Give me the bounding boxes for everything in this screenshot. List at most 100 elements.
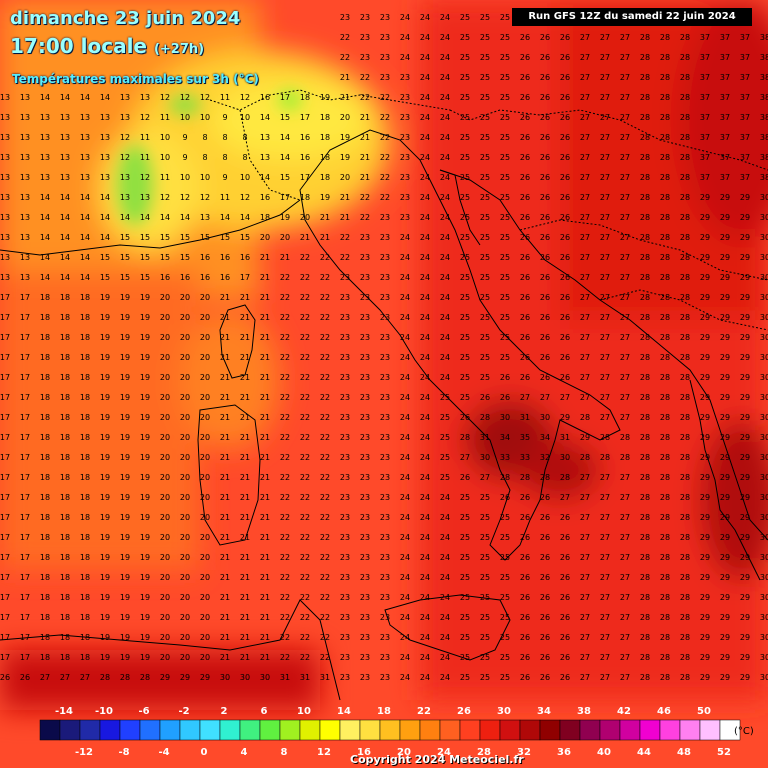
grid-value: 37 [720, 153, 730, 162]
grid-value: 23 [380, 453, 390, 462]
grid-value: 23 [360, 653, 370, 662]
grid-value: 23 [360, 453, 370, 462]
grid-value: 18 [40, 553, 50, 562]
grid-value: 25 [460, 133, 470, 142]
grid-value: 28 [640, 373, 650, 382]
grid-value: 27 [600, 173, 610, 182]
grid-value: 28 [660, 293, 670, 302]
grid-value: 29 [580, 433, 590, 442]
legend-bottom-label: -8 [118, 747, 129, 758]
grid-value: 26 [540, 373, 550, 382]
grid-value: 18 [80, 433, 90, 442]
grid-value: 24 [440, 13, 450, 22]
grid-value: 13 [40, 173, 50, 182]
grid-value: 24 [420, 573, 430, 582]
grid-value: 24 [440, 653, 450, 662]
grid-value: 27 [600, 593, 610, 602]
grid-value: 26 [560, 573, 570, 582]
grid-value: 17 [300, 113, 310, 122]
grid-value: 13 [0, 193, 10, 202]
grid-value: 26 [540, 33, 550, 42]
grid-value: 26 [560, 373, 570, 382]
grid-value: 22 [280, 433, 290, 442]
legend-top-label: 26 [457, 706, 471, 717]
grid-value: 26 [540, 193, 550, 202]
grid-value: 11 [160, 113, 170, 122]
grid-value: 17 [20, 653, 30, 662]
grid-value: 25 [460, 673, 470, 682]
grid-value: 27 [600, 73, 610, 82]
grid-value: 13 [20, 133, 30, 142]
grid-value: 19 [140, 473, 150, 482]
grid-value: 18 [80, 513, 90, 522]
grid-value: 30 [760, 653, 768, 662]
grid-value: 21 [240, 473, 250, 482]
grid-value: 24 [400, 533, 410, 542]
grid-value: 25 [500, 113, 510, 122]
grid-value: 26 [560, 613, 570, 622]
temperature-value-grid: 23 23 23 24 24 24 25 25 25 22 23 23 24 24 24 25 25 25 26 26… [0, 13, 768, 682]
grid-value: 23 [380, 253, 390, 262]
grid-value: 26 [540, 513, 550, 522]
grid-value: 23 [360, 473, 370, 482]
grid-value: 13 [0, 273, 10, 282]
grid-value: 23 [380, 493, 390, 502]
grid-value: 24 [440, 633, 450, 642]
grid-value: 30 [760, 233, 768, 242]
grid-value: 26 [540, 253, 550, 262]
grid-value: 22 [320, 293, 330, 302]
grid-value: 18 [40, 573, 50, 582]
grid-value: 38 [760, 33, 768, 42]
grid-value: 24 [440, 573, 450, 582]
grid-value: 14 [220, 213, 230, 222]
grid-value: 28 [640, 553, 650, 562]
grid-value: 13 [40, 153, 50, 162]
grid-value: 23 [400, 153, 410, 162]
grid-value: 18 [60, 593, 70, 602]
grid-value: 17 [0, 533, 10, 542]
grid-value: 10 [160, 153, 170, 162]
grid-value: 29 [720, 213, 730, 222]
grid-value: 25 [500, 213, 510, 222]
grid-value: 16 [300, 133, 310, 142]
grid-value: 20 [200, 313, 210, 322]
grid-value: 29 [700, 553, 710, 562]
grid-value: 19 [100, 613, 110, 622]
grid-value: 21 [220, 533, 230, 542]
legend-swatch [59, 719, 81, 741]
grid-value: 27 [620, 53, 630, 62]
time-label: 17:00 locale [10, 34, 147, 58]
grid-value: 28 [640, 93, 650, 102]
grid-value: 28 [660, 653, 670, 662]
grid-value: 38 [760, 53, 768, 62]
grid-value: 23 [360, 633, 370, 642]
grid-value: 24 [420, 273, 430, 282]
grid-value: 26 [560, 593, 570, 602]
grid-value: 28 [640, 493, 650, 502]
grid-value: 28 [660, 513, 670, 522]
grid-value: 22 [340, 233, 350, 242]
grid-value: 27 [460, 453, 470, 462]
grid-value: 25 [480, 353, 490, 362]
grid-value: 26 [540, 593, 550, 602]
grid-value: 14 [100, 93, 110, 102]
grid-value: 29 [740, 373, 750, 382]
grid-value: 17 [20, 353, 30, 362]
grid-value: 22 [300, 393, 310, 402]
grid-value: 23 [380, 13, 390, 22]
grid-value: 22 [380, 153, 390, 162]
grid-value: 23 [400, 93, 410, 102]
grid-value: 14 [80, 233, 90, 242]
grid-value: 17 [0, 333, 10, 342]
grid-value: 26 [520, 653, 530, 662]
grid-value: 20 [180, 353, 190, 362]
grid-value: 8 [222, 153, 227, 162]
grid-value: 18 [60, 353, 70, 362]
grid-value: 33 [500, 453, 510, 462]
grid-value: 9 [222, 113, 227, 122]
grid-value: 18 [60, 313, 70, 322]
grid-value: 28 [640, 533, 650, 542]
grid-value: 29 [200, 673, 210, 682]
grid-value: 22 [300, 513, 310, 522]
grid-value: 20 [200, 333, 210, 342]
